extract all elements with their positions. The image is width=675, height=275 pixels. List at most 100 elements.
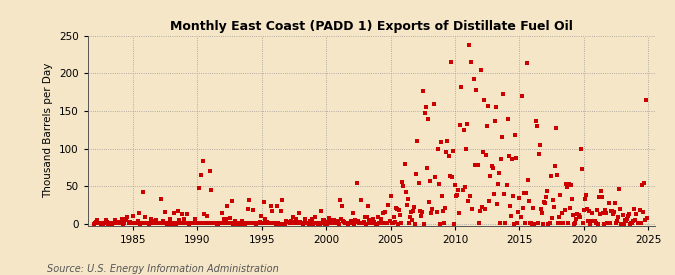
- Point: [206, 188, 217, 192]
- Point: [173, 218, 184, 223]
- Point: [520, 221, 531, 225]
- Point: [634, 207, 645, 212]
- Point: [291, 217, 302, 221]
- Point: [169, 221, 180, 225]
- Point: [290, 220, 300, 224]
- Point: [124, 220, 135, 224]
- Point: [168, 211, 179, 215]
- Point: [580, 197, 591, 202]
- Point: [235, 221, 246, 226]
- Point: [237, 219, 248, 224]
- Point: [226, 199, 237, 204]
- Point: [173, 209, 184, 213]
- Point: [627, 221, 638, 225]
- Point: [543, 222, 554, 226]
- Point: [101, 218, 111, 223]
- Point: [215, 221, 225, 226]
- Point: [387, 221, 398, 226]
- Point: [240, 221, 251, 225]
- Point: [517, 205, 528, 210]
- Point: [464, 194, 475, 198]
- Point: [453, 188, 464, 192]
- Point: [342, 221, 353, 226]
- Point: [205, 169, 215, 174]
- Point: [371, 221, 382, 226]
- Point: [219, 216, 230, 221]
- Point: [241, 221, 252, 225]
- Point: [526, 221, 537, 226]
- Point: [194, 186, 205, 190]
- Point: [149, 221, 160, 225]
- Point: [107, 221, 118, 226]
- Point: [368, 216, 379, 221]
- Point: [450, 183, 460, 188]
- Point: [106, 221, 117, 226]
- Point: [352, 181, 362, 185]
- Point: [188, 221, 200, 226]
- Point: [603, 200, 614, 205]
- Point: [569, 222, 580, 226]
- Point: [451, 194, 462, 198]
- Point: [604, 221, 615, 225]
- Point: [600, 208, 611, 213]
- Point: [335, 217, 346, 221]
- Point: [329, 220, 340, 224]
- Point: [295, 220, 306, 224]
- Point: [304, 221, 315, 226]
- Point: [306, 217, 317, 221]
- Point: [482, 124, 493, 128]
- Point: [486, 163, 497, 168]
- Point: [130, 221, 140, 225]
- Point: [265, 220, 275, 225]
- Point: [99, 221, 110, 225]
- Point: [498, 92, 509, 97]
- Point: [380, 210, 391, 214]
- Point: [341, 221, 352, 225]
- Point: [108, 221, 119, 225]
- Point: [267, 209, 278, 214]
- Point: [504, 203, 515, 208]
- Point: [381, 221, 392, 225]
- Point: [327, 220, 338, 225]
- Point: [179, 217, 190, 221]
- Point: [397, 180, 408, 184]
- Point: [477, 150, 488, 154]
- Point: [344, 221, 354, 225]
- Point: [568, 212, 578, 217]
- Point: [609, 210, 620, 214]
- Point: [322, 222, 333, 226]
- Point: [431, 210, 442, 214]
- Point: [562, 185, 572, 189]
- Point: [615, 207, 626, 211]
- Point: [566, 183, 576, 188]
- Point: [315, 209, 326, 213]
- Point: [197, 159, 208, 164]
- Point: [176, 221, 186, 226]
- Point: [234, 221, 244, 226]
- Point: [228, 221, 239, 226]
- Point: [513, 210, 524, 215]
- Point: [533, 152, 544, 156]
- Point: [227, 221, 238, 226]
- Point: [192, 221, 202, 225]
- Point: [353, 219, 364, 223]
- Point: [580, 193, 591, 198]
- Point: [506, 157, 517, 161]
- Point: [359, 215, 370, 219]
- Point: [282, 220, 293, 225]
- Point: [462, 198, 473, 203]
- Point: [585, 222, 596, 226]
- Point: [254, 220, 265, 224]
- Point: [204, 221, 215, 226]
- Point: [446, 60, 456, 64]
- Point: [520, 191, 531, 195]
- Point: [456, 84, 467, 89]
- Point: [418, 222, 429, 226]
- Point: [462, 122, 472, 126]
- Point: [511, 156, 522, 160]
- Point: [135, 222, 146, 226]
- Point: [224, 216, 235, 220]
- Point: [348, 211, 358, 215]
- Point: [90, 221, 101, 226]
- Point: [115, 221, 126, 225]
